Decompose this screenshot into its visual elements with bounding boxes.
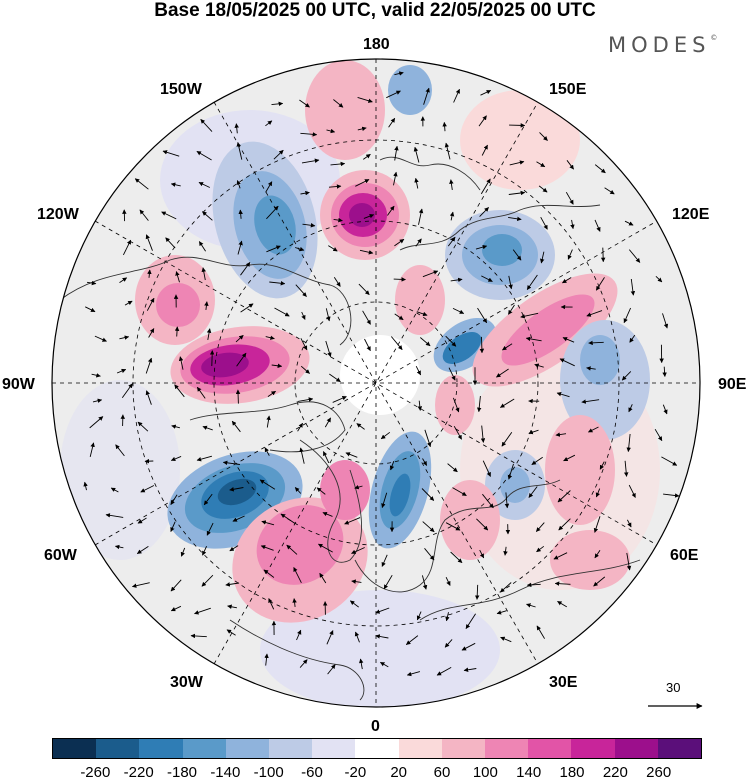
reference-vector: 30 — [648, 680, 708, 716]
colorbar-tick-label: -100 — [254, 764, 284, 781]
polar-map — [0, 0, 750, 735]
colorbar-swatch — [571, 739, 614, 758]
colorbar-swatch — [226, 739, 269, 758]
colorbar-swatch — [355, 739, 398, 758]
colorbar-swatch — [183, 739, 226, 758]
label-30w: 30W — [170, 674, 203, 692]
colorbar-tick-label: 260 — [646, 764, 671, 781]
colorbar-swatch — [615, 739, 658, 758]
label-30e: 30E — [549, 674, 577, 692]
label-150w: 150W — [160, 81, 202, 99]
colorbar-tick-label: 60 — [434, 764, 451, 781]
wind-arrow — [177, 327, 178, 337]
label-60w: 60W — [44, 547, 77, 565]
colorbar-swatch — [658, 739, 701, 758]
colorbar-swatch — [53, 739, 96, 758]
label-0: 0 — [371, 718, 380, 736]
colorbar-swatch — [269, 739, 312, 758]
colorbar-tick-label: -260 — [80, 764, 110, 781]
wind-arrow — [238, 390, 239, 404]
colorbar-swatch — [399, 739, 442, 758]
colorbar-tick-label: -140 — [210, 764, 240, 781]
wind-arrow — [394, 279, 406, 280]
colorbar-tick-label: 20 — [390, 764, 407, 781]
colorbar-swatch — [139, 739, 182, 758]
colorbar-tick-label: 180 — [559, 764, 584, 781]
colorbar-swatch — [485, 739, 528, 758]
colorbar-tick-label: -20 — [344, 764, 366, 781]
label-120e: 120E — [672, 206, 709, 224]
colorbar — [52, 738, 702, 759]
colorbar-tick-label: -180 — [167, 764, 197, 781]
label-180: 180 — [363, 36, 390, 54]
colorbar-ticks: -260 -220 -180 -140 -100 -60 -20 20 60 100 140 180 2… — [0, 764, 750, 784]
wind-arrow — [482, 337, 483, 353]
label-90w: 90W — [2, 376, 35, 394]
colorbar-swatch — [96, 739, 139, 758]
colorbar-tick-label: 220 — [603, 764, 628, 781]
label-90e: 90E — [718, 376, 746, 394]
colorbar-swatch — [528, 739, 571, 758]
wind-arrow — [212, 351, 213, 366]
colorbar-swatch — [312, 739, 355, 758]
colorbar-tick-label: 140 — [516, 764, 541, 781]
colorbar-tick-label: -220 — [124, 764, 154, 781]
label-60e: 60E — [670, 547, 698, 565]
colorbar-swatch — [442, 739, 485, 758]
label-120w: 120W — [37, 206, 79, 224]
wind-arrow — [603, 248, 604, 262]
colorbar-tick-label: 100 — [473, 764, 498, 781]
label-150e: 150E — [549, 81, 586, 99]
colorbar-tick-label: -60 — [301, 764, 323, 781]
